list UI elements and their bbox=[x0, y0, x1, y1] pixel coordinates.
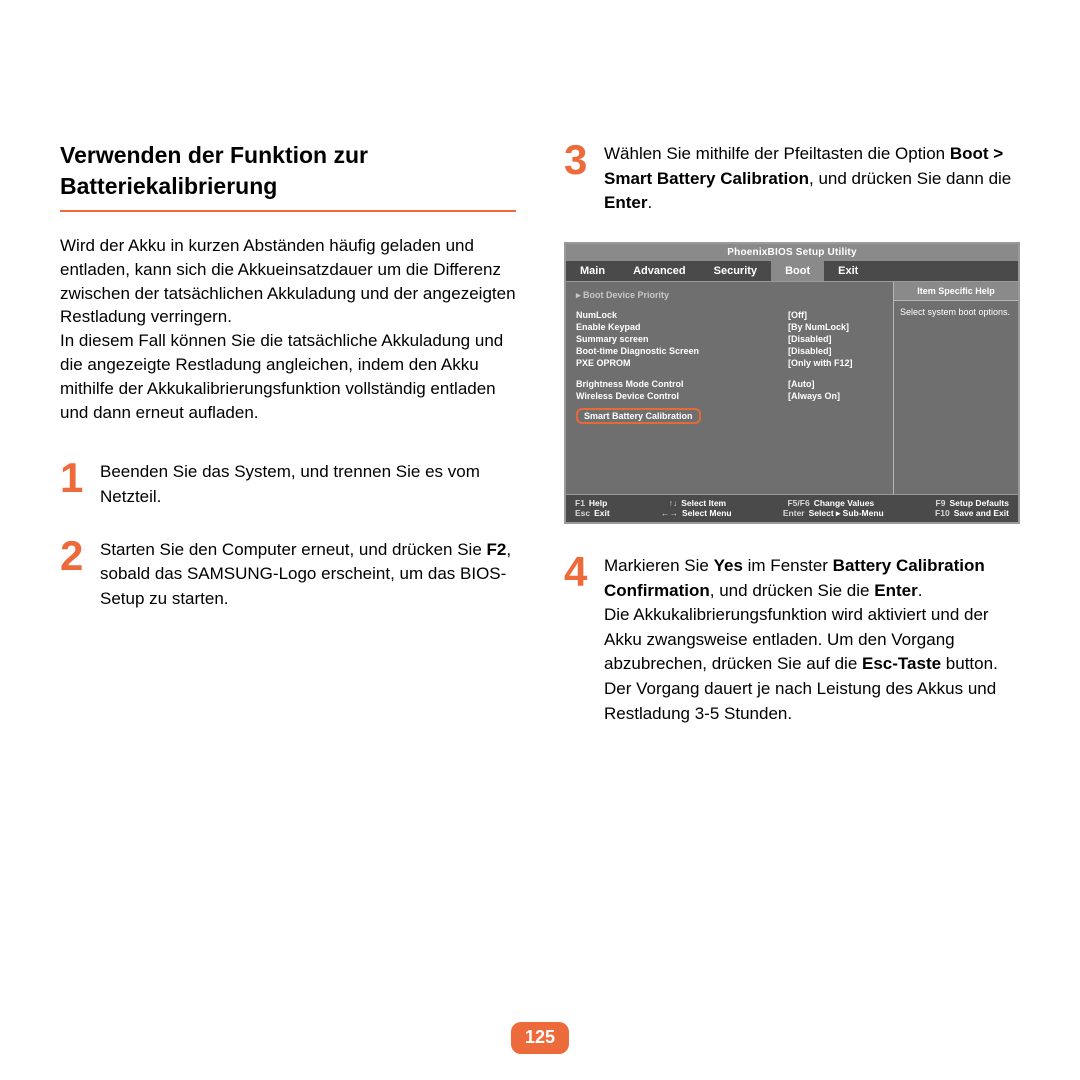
bios-smart-battery-highlight: Smart Battery Calibration bbox=[576, 408, 701, 424]
step-number: 2 bbox=[60, 536, 88, 576]
bios-title: PhoenixBIOS Setup Utility bbox=[566, 244, 1018, 261]
key-f2: F2 bbox=[487, 540, 507, 559]
bios-setting-value: [Off] bbox=[788, 309, 883, 321]
bios-help-body: Select system boot options. bbox=[894, 301, 1018, 325]
step-number: 3 bbox=[564, 140, 592, 180]
bios-setting-label: Summary screen bbox=[576, 333, 788, 345]
text-yes: Yes bbox=[714, 556, 743, 575]
page-number-badge: 125 bbox=[511, 1022, 569, 1054]
bios-setting-value: [Always On] bbox=[788, 390, 883, 402]
text: , und drücken Sie dann die bbox=[809, 169, 1011, 188]
left-column: Verwenden der Funktion zur Batteriekalib… bbox=[60, 140, 516, 752]
step-body: Markieren Sie Yes im Fenster Battery Cal… bbox=[604, 552, 1020, 726]
bios-setting-value: [Disabled] bbox=[788, 345, 883, 357]
bios-boot-priority: Boot Device Priority bbox=[576, 290, 883, 301]
right-column: 3 Wählen Sie mithilfe der Pfeiltasten di… bbox=[564, 140, 1020, 752]
bios-tab-exit: Exit bbox=[824, 261, 872, 281]
bios-setting-value: [By NumLock] bbox=[788, 321, 883, 333]
bios-footer-hint: F5/F6Change Values bbox=[782, 498, 879, 508]
text: . bbox=[918, 581, 923, 600]
bios-setting-row: Boot-time Diagnostic Screen[Disabled] bbox=[576, 345, 883, 357]
section-title: Verwenden der Funktion zur Batteriekalib… bbox=[60, 140, 516, 202]
bios-setting-row: PXE OPROM[Only with F12] bbox=[576, 357, 883, 369]
bios-setting-value: [Auto] bbox=[788, 378, 883, 390]
bios-footer-hint: EscExit bbox=[570, 508, 615, 519]
bios-setting-row: Enable Keypad[By NumLock] bbox=[576, 321, 883, 333]
bios-tabs: MainAdvancedSecurityBootExit bbox=[566, 261, 1018, 281]
key-esc: Esc-Taste bbox=[862, 654, 941, 673]
step-2: 2 Starten Sie den Computer erneut, und d… bbox=[60, 536, 516, 612]
key-enter: Enter bbox=[604, 193, 647, 212]
bios-setting-label: NumLock bbox=[576, 309, 788, 321]
bios-footer-hint: F9Setup Defaults bbox=[931, 498, 1014, 508]
step-1: 1 Beenden Sie das System, und trennen Si… bbox=[60, 458, 516, 509]
bios-tab-boot: Boot bbox=[771, 261, 824, 281]
bios-footer-hint: ↑↓Select Item bbox=[664, 498, 731, 508]
bios-footer-hint: F1Help bbox=[570, 498, 612, 508]
bios-screenshot: PhoenixBIOS Setup Utility MainAdvancedSe… bbox=[564, 242, 1020, 524]
bios-main-panel: Boot Device Priority NumLock[Off]Enable … bbox=[566, 282, 893, 494]
key-enter: Enter bbox=[874, 581, 917, 600]
step-body: Wählen Sie mithilfe der Pfeiltasten die … bbox=[604, 140, 1020, 216]
bios-setting-row: Brightness Mode Control[Auto] bbox=[576, 378, 883, 390]
bios-setting-label: PXE OPROM bbox=[576, 357, 788, 369]
step-body: Beenden Sie das System, und trennen Sie … bbox=[100, 458, 516, 509]
step-number: 1 bbox=[60, 458, 88, 498]
text: , und drücken Sie die bbox=[710, 581, 874, 600]
text: Markieren Sie bbox=[604, 556, 714, 575]
bios-setting-value: [Only with F12] bbox=[788, 357, 883, 369]
step-3: 3 Wählen Sie mithilfe der Pfeiltasten di… bbox=[564, 140, 1020, 216]
text: Wählen Sie mithilfe der Pfeiltasten die … bbox=[604, 144, 950, 163]
text: . bbox=[647, 193, 652, 212]
intro-block: Wird der Akku in kurzen Abständen häufig… bbox=[60, 234, 516, 424]
bios-tab-security: Security bbox=[700, 261, 771, 281]
text: im Fenster bbox=[743, 556, 833, 575]
text: Starten Sie den Computer erneut, und drü… bbox=[100, 540, 487, 559]
bios-footer-hint: EnterSelect ▸ Sub-Menu bbox=[778, 508, 889, 519]
intro-p2: In diesem Fall können Sie die tatsächlic… bbox=[60, 329, 516, 424]
bios-tab-advanced: Advanced bbox=[619, 261, 700, 281]
bios-setting-value: [Disabled] bbox=[788, 333, 883, 345]
step-4: 4 Markieren Sie Yes im Fenster Battery C… bbox=[564, 552, 1020, 726]
bios-footer-hint: F10Save and Exit bbox=[930, 508, 1014, 519]
bios-setting-row: NumLock[Off] bbox=[576, 309, 883, 321]
bios-setting-row: Summary screen[Disabled] bbox=[576, 333, 883, 345]
bios-setting-label: Brightness Mode Control bbox=[576, 378, 788, 390]
bios-help-panel: Item Specific Help Select system boot op… bbox=[893, 282, 1018, 494]
bios-footer-hint: ←→Select Menu bbox=[656, 508, 737, 519]
intro-p1: Wird der Akku in kurzen Abständen häufig… bbox=[60, 234, 516, 329]
bios-setting-row: Wireless Device Control[Always On] bbox=[576, 390, 883, 402]
title-rule bbox=[60, 210, 516, 212]
bios-help-head: Item Specific Help bbox=[894, 282, 1018, 301]
bios-footer: F1Help ↑↓Select Item F5/F6Change Values F9S… bbox=[566, 494, 1018, 522]
bios-setting-label: Wireless Device Control bbox=[576, 390, 788, 402]
bios-setting-label: Enable Keypad bbox=[576, 321, 788, 333]
step-body: Starten Sie den Computer erneut, und drü… bbox=[100, 536, 516, 612]
bios-tab-main: Main bbox=[566, 261, 619, 281]
step-number: 4 bbox=[564, 552, 592, 592]
bios-setting-label: Boot-time Diagnostic Screen bbox=[576, 345, 788, 357]
